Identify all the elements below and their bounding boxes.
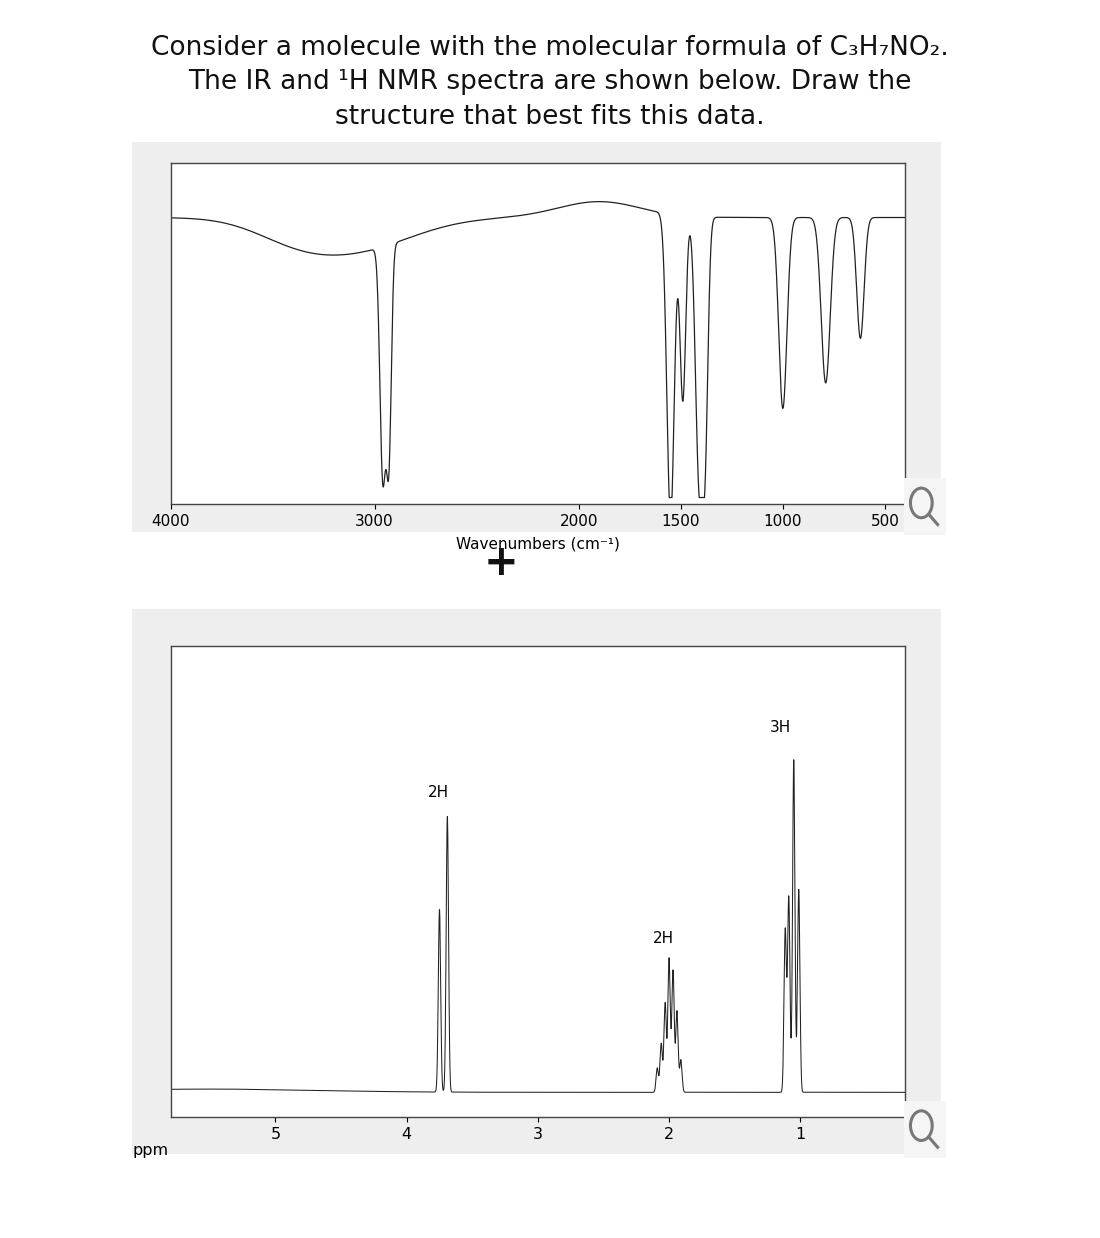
FancyBboxPatch shape [120, 600, 953, 1162]
FancyBboxPatch shape [901, 473, 949, 540]
Text: 2H: 2H [653, 931, 674, 946]
Text: Consider a molecule with the molecular formula of C₃H₇NO₂.: Consider a molecule with the molecular f… [151, 35, 949, 61]
Text: structure that best fits this data.: structure that best fits this data. [336, 104, 764, 130]
Text: The IR and ¹H NMR spectra are shown below. Draw the: The IR and ¹H NMR spectra are shown belo… [188, 69, 912, 95]
Text: 2H: 2H [428, 785, 449, 800]
FancyBboxPatch shape [120, 136, 953, 539]
Text: 3H: 3H [770, 721, 791, 735]
X-axis label: Wavenumbers (cm⁻¹): Wavenumbers (cm⁻¹) [456, 536, 619, 551]
Text: ppm: ppm [133, 1143, 169, 1158]
FancyBboxPatch shape [901, 1096, 949, 1162]
Text: +: + [483, 542, 518, 584]
